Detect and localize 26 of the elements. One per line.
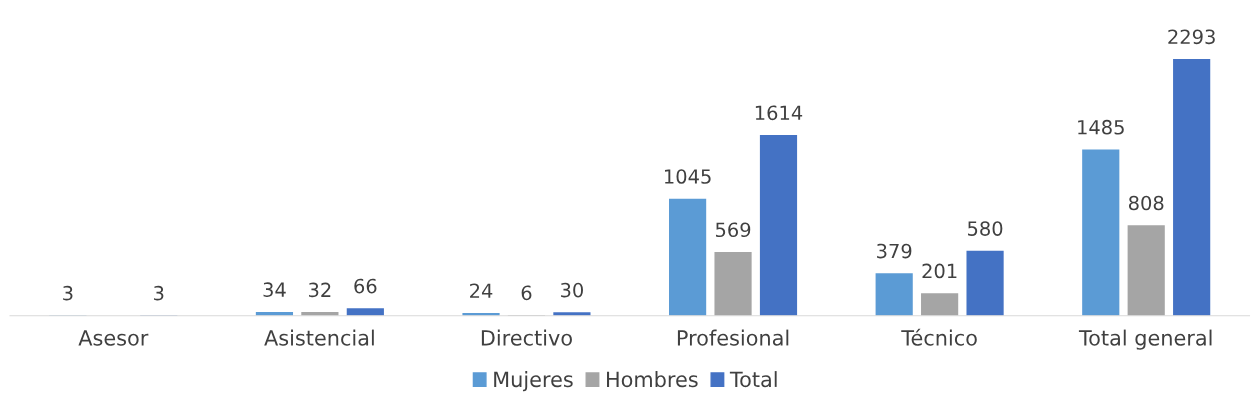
data-label: 66 <box>354 278 377 294</box>
legend-label: Mujeres <box>494 371 573 392</box>
data-label: 3 <box>154 285 164 301</box>
data-label: 3 <box>63 285 73 301</box>
data-label: 379 <box>877 243 912 259</box>
x-tick-label: Técnico <box>901 328 977 346</box>
data-label: 1045 <box>664 169 711 184</box>
legend-label: Total <box>729 371 777 388</box>
data-label: 569 <box>715 222 751 238</box>
data-label: 2293 <box>1168 29 1215 45</box>
data-label: 1614 <box>755 105 803 121</box>
x-tick-label: Total general <box>1078 329 1212 350</box>
data-label: 6 <box>521 285 532 301</box>
data-label: 580 <box>968 221 1003 236</box>
data-label: 24 <box>470 283 493 298</box>
data-label: 1485 <box>1078 119 1124 135</box>
legend-label: Hombres <box>607 371 698 388</box>
x-tick-label: Directivo <box>481 329 572 346</box>
x-tick-label: Profesional <box>677 329 789 346</box>
x-tick-label: Asesor <box>78 330 149 346</box>
data-label: 30 <box>561 282 583 298</box>
data-label: 201 <box>922 263 957 279</box>
data-label: 34 <box>263 282 286 298</box>
x-tick-label: Asistencial <box>264 329 374 346</box>
data-label: 808 <box>1128 195 1164 211</box>
data-label: 32 <box>309 282 331 298</box>
